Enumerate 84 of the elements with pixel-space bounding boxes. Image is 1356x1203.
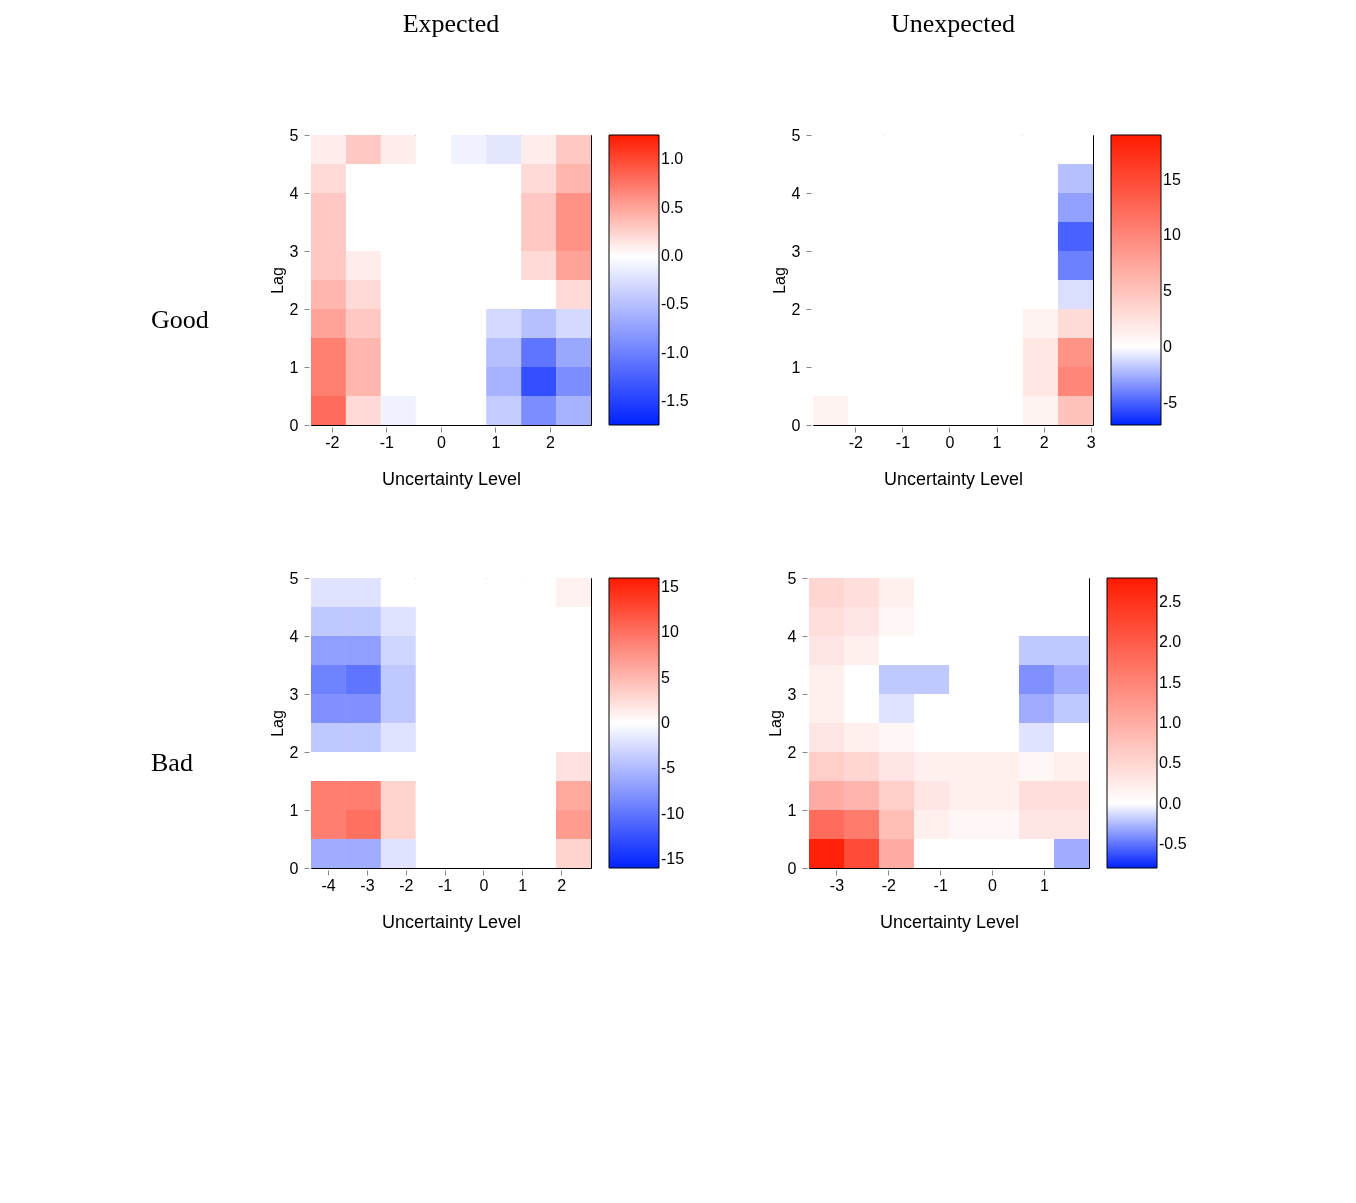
y-tick-label: 0 bbox=[289, 859, 299, 877]
x-tick-label: 0 bbox=[436, 433, 446, 451]
y-axis-title: Lag bbox=[268, 267, 286, 294]
y-tick-label: 2 bbox=[289, 300, 299, 318]
y-tick-label: 3 bbox=[787, 685, 797, 703]
color-bar-label: 2.5 bbox=[1159, 593, 1182, 611]
color-bar-label: -5 bbox=[661, 759, 676, 777]
y-tick-label: 3 bbox=[289, 685, 299, 703]
color-bar-label: 0.0 bbox=[661, 246, 684, 264]
color-bar-label: -0.5 bbox=[661, 295, 689, 313]
color-bar-label: 0 bbox=[1163, 337, 1172, 355]
color-bar-label: -1.0 bbox=[661, 343, 689, 361]
y-tick-label: 4 bbox=[289, 627, 299, 645]
y-tick-label: 5 bbox=[289, 126, 299, 144]
y-tick-label: 4 bbox=[289, 184, 299, 202]
x-tick-label: -4 bbox=[321, 876, 336, 894]
y-tick-label: 2 bbox=[289, 743, 299, 761]
color-bar-label: -5 bbox=[1163, 393, 1178, 411]
color-bar-label: 10 bbox=[661, 623, 679, 641]
color-bar-label: 0.5 bbox=[661, 198, 684, 216]
y-tick-label: 2 bbox=[791, 300, 801, 318]
y-tick-label: 4 bbox=[787, 627, 797, 645]
y-tick-label: 0 bbox=[791, 416, 801, 434]
chart-title: Unexpected bbox=[890, 9, 1016, 38]
x-tick-label: -2 bbox=[399, 876, 414, 894]
x-tick-label: -2 bbox=[325, 433, 340, 451]
x-tick-label: -3 bbox=[829, 876, 845, 894]
x-tick-label: 0 bbox=[945, 433, 955, 451]
x-tick-label: -2 bbox=[848, 433, 864, 451]
y-tick-label: 5 bbox=[787, 569, 797, 587]
x-tick-label: 2 bbox=[557, 876, 567, 894]
color-bar-label: 1.5 bbox=[1159, 673, 1182, 691]
text: Bad bbox=[151, 748, 193, 777]
color-bar-label: 0.0 bbox=[1159, 794, 1182, 812]
x-tick-label: 1 bbox=[992, 433, 1002, 451]
color-bar-label: 1.0 bbox=[1159, 714, 1182, 731]
x-axis-title: Uncertainty Level bbox=[879, 911, 1020, 932]
color-bar-label: 0.5 bbox=[1159, 754, 1182, 772]
x-axis-title: Uncertainty Level bbox=[381, 468, 522, 489]
x-tick-label: 1 bbox=[518, 876, 528, 894]
x-tick-label: -1 bbox=[895, 433, 911, 451]
x-tick-label: 0 bbox=[988, 876, 998, 894]
color-bar-label: 15 bbox=[661, 578, 679, 596]
color-bar-label: -0.5 bbox=[1159, 834, 1187, 852]
x-tick-label: 0 bbox=[479, 876, 489, 894]
y-tick-label: 1 bbox=[791, 358, 801, 376]
y-tick-label: 1 bbox=[787, 801, 797, 819]
y-tick-label: 5 bbox=[289, 569, 299, 587]
x-tick-label: 1 bbox=[1039, 876, 1049, 894]
y-tick-label: 2 bbox=[787, 743, 797, 761]
color-bar-label: 15 bbox=[1163, 170, 1181, 188]
x-tick-label: -1 bbox=[379, 433, 395, 451]
color-bar-label: 0 bbox=[661, 714, 670, 731]
y-tick-label: 1 bbox=[289, 801, 299, 819]
y-tick-label: 5 bbox=[791, 126, 801, 144]
x-tick-label: 1 bbox=[491, 433, 501, 451]
y-axis-title: Lag bbox=[770, 267, 788, 294]
color-bar-label: 1.0 bbox=[661, 150, 684, 168]
x-tick-label: 2 bbox=[546, 433, 556, 451]
x-tick-label: 2 bbox=[1039, 433, 1049, 451]
color-bar-label: 5 bbox=[1163, 282, 1172, 300]
text: Good bbox=[151, 305, 209, 334]
color-bar-label: 10 bbox=[1163, 226, 1181, 244]
y-tick-label: 4 bbox=[791, 184, 801, 202]
y-tick-label: 3 bbox=[289, 242, 299, 260]
y-axis-title: Lag bbox=[766, 710, 784, 737]
color-bar-label: -15 bbox=[661, 849, 685, 867]
color-bar-label: -1.5 bbox=[661, 391, 689, 409]
y-axis-title: Lag bbox=[268, 710, 286, 737]
y-tick-label: 0 bbox=[787, 859, 797, 877]
color-bar-label: 2.0 bbox=[1159, 633, 1182, 651]
x-tick-label: -2 bbox=[881, 876, 897, 894]
y-tick-label: 0 bbox=[289, 416, 299, 434]
x-axis-title: Uncertainty Level bbox=[883, 468, 1024, 489]
chart-title: Expected bbox=[402, 9, 500, 38]
x-tick-label: -1 bbox=[933, 876, 948, 894]
color-bar-label: -10 bbox=[661, 804, 685, 822]
y-tick-label: 3 bbox=[791, 242, 801, 260]
x-tick-label: -3 bbox=[360, 876, 375, 894]
x-tick-label: 3 bbox=[1086, 433, 1096, 451]
color-bar-label: 5 bbox=[661, 668, 670, 686]
y-tick-label: 1 bbox=[289, 358, 299, 376]
x-axis-title: Uncertainty Level bbox=[381, 911, 522, 932]
x-tick-label: -1 bbox=[437, 876, 453, 894]
